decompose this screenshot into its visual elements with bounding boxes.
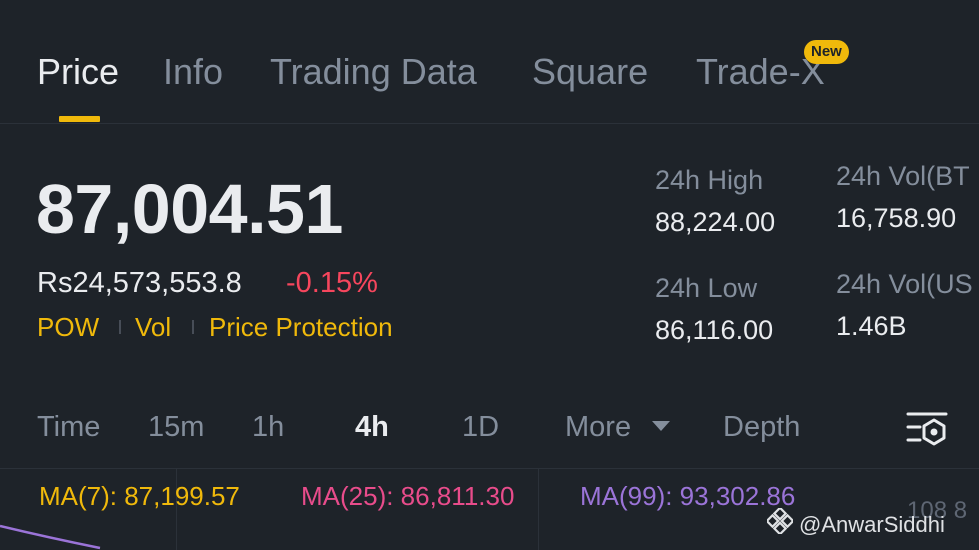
tab-info[interactable]: Info: [163, 52, 223, 92]
tag-vol[interactable]: Vol: [135, 312, 171, 342]
interval-1d[interactable]: 1D: [462, 410, 499, 444]
interval-time[interactable]: Time: [37, 410, 100, 444]
vol-btc-label: 24h Vol(BT: [836, 160, 970, 192]
low-label: 24h Low: [655, 272, 757, 304]
ma7-value: MA(7): 87,199.57: [39, 481, 240, 511]
vol-usdt-value: 1.46B: [836, 310, 907, 342]
interval-more[interactable]: More: [565, 410, 631, 444]
interval-1h[interactable]: 1h: [252, 410, 284, 444]
low-value: 86,116.00: [655, 314, 773, 346]
tag-separator: [119, 320, 121, 334]
interval-15m[interactable]: 15m: [148, 410, 204, 444]
vol-btc-value: 16,758.90: [836, 202, 956, 234]
tabs-divider: [0, 123, 979, 124]
vol-usdt-label: 24h Vol(US: [836, 268, 973, 300]
high-value: 88,224.00: [655, 206, 775, 238]
tab-square[interactable]: Square: [532, 52, 648, 92]
interval-depth[interactable]: Depth: [723, 410, 800, 444]
ma99-line: [0, 520, 120, 550]
tab-price[interactable]: Price: [37, 52, 119, 92]
active-tab-indicator: [59, 116, 100, 122]
tab-trading-data[interactable]: Trading Data: [270, 52, 477, 92]
chart-settings-icon-svg: [906, 410, 948, 446]
chart-settings-icon[interactable]: [906, 410, 948, 446]
new-badge: New: [804, 40, 849, 64]
high-label: 24h High: [655, 164, 763, 196]
tag-separator: [192, 320, 194, 334]
last-price: 87,004.51: [36, 170, 343, 248]
ma99-value: MA(99): 93,302.86: [580, 481, 795, 511]
price-change-percent: -0.15%: [286, 266, 378, 300]
tag-pow[interactable]: POW: [37, 312, 99, 342]
dropdown-caret-icon[interactable]: [652, 421, 670, 431]
interval-4h[interactable]: 4h: [355, 410, 389, 444]
ma25-value: MA(25): 86,811.30: [301, 481, 514, 511]
binance-logo-icon: [767, 508, 793, 542]
binance-logo-icon-svg: [767, 508, 793, 534]
tag-price-protection[interactable]: Price Protection: [209, 312, 393, 342]
watermark: @AnwarSiddhi: [767, 508, 945, 542]
fiat-price: Rs24,573,553.8: [37, 266, 242, 300]
watermark-text: @AnwarSiddhi: [799, 512, 945, 537]
chart-top-divider: [0, 468, 979, 469]
chart-gridline: [538, 469, 539, 550]
